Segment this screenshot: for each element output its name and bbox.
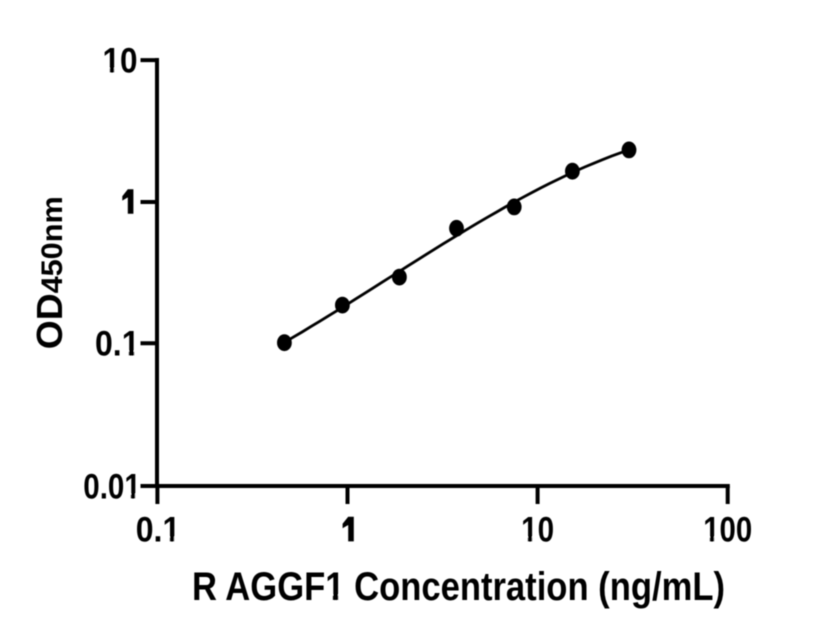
svg-text:10: 10: [521, 511, 554, 550]
svg-text:0.1: 0.1: [136, 511, 181, 550]
svg-text:0.01: 0.01: [83, 467, 141, 506]
svg-text:10: 10: [103, 42, 138, 81]
svg-text:0.1: 0.1: [95, 325, 140, 364]
svg-text:R AGGF1 Concentration (ng/mL): R AGGF1 Concentration (ng/mL): [192, 565, 725, 609]
svg-text:OD450nm: OD450nm: [29, 196, 70, 349]
svg-text:100: 100: [703, 511, 752, 550]
